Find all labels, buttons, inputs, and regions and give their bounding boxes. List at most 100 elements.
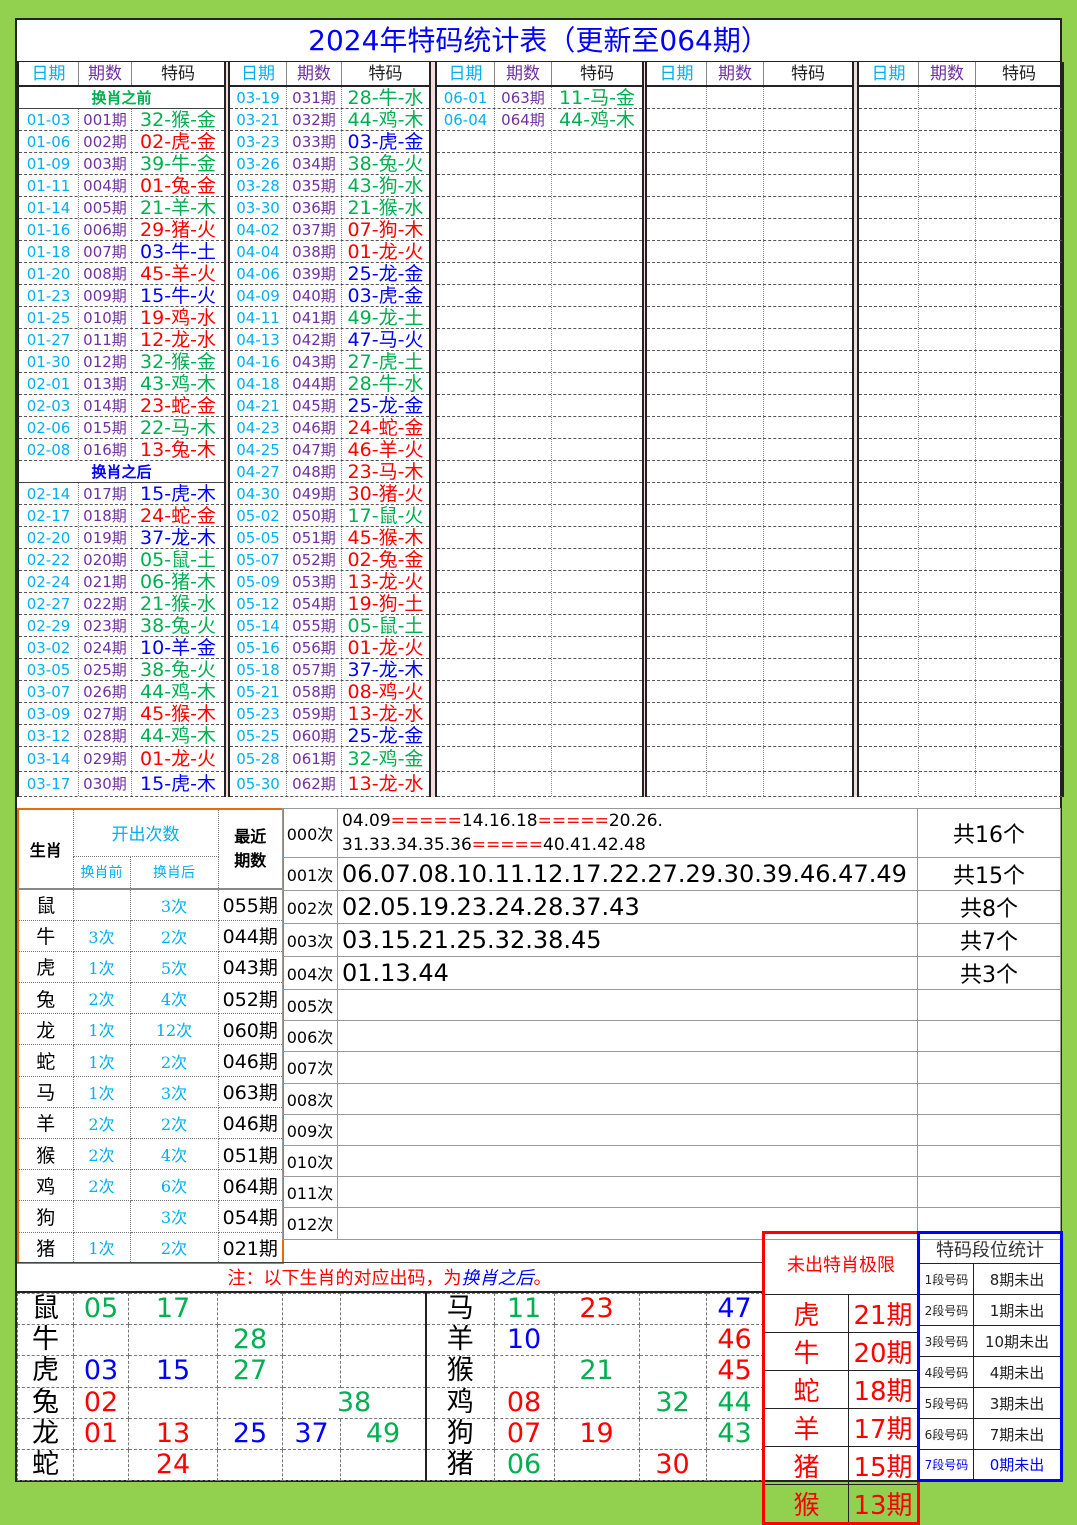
period-cell bbox=[495, 571, 552, 592]
segment-label: 5段号码 bbox=[918, 1387, 974, 1419]
code-cell: 29-猪-火 bbox=[140, 219, 216, 240]
table-row bbox=[437, 131, 642, 153]
period-cell bbox=[707, 131, 764, 152]
zodiac-number-row: 虎 03 15 27 bbox=[17, 1355, 426, 1388]
zodiac-name: 狗 bbox=[425, 1417, 495, 1450]
code-cell bbox=[976, 395, 1062, 416]
table-row bbox=[647, 285, 852, 307]
segment-row: 1段号码 8期未出 bbox=[918, 1263, 1062, 1295]
date-cell bbox=[647, 109, 707, 130]
table-row bbox=[859, 285, 1062, 307]
code-cell bbox=[976, 703, 1062, 724]
number-cell: 43 bbox=[705, 1417, 764, 1450]
code-cell: 11-马-金 bbox=[559, 87, 635, 108]
code-cell bbox=[764, 571, 852, 592]
code-cell bbox=[552, 527, 642, 548]
table-row bbox=[859, 307, 1062, 329]
period-cell bbox=[495, 747, 552, 771]
code-cell: 38-兔-火 bbox=[347, 153, 424, 174]
period-cell bbox=[919, 87, 976, 108]
code-cell bbox=[552, 483, 642, 504]
period-cell bbox=[919, 615, 976, 636]
date-cell bbox=[859, 219, 919, 240]
code-cell bbox=[552, 549, 642, 570]
code-cell bbox=[976, 527, 1062, 548]
code-cell: 19-狗-土 bbox=[347, 593, 424, 614]
code-cell: 19-鸡-水 bbox=[140, 307, 216, 328]
code-cell: 38-兔-火 bbox=[140, 659, 216, 680]
zodiac-name: 鸡 bbox=[425, 1386, 495, 1419]
code-cell bbox=[976, 241, 1062, 262]
number-cell: 47 bbox=[705, 1292, 764, 1326]
code-cell bbox=[976, 483, 1062, 504]
zodiac-stats-table: 生肖 开出次数 最近期数 换肖前 换肖后 鼠 3次 055期牛 3次 2次 044期虎 1次 5次 0… bbox=[17, 808, 284, 1265]
table-row: 03-26 034期 38-兔-火 bbox=[230, 153, 429, 175]
header-date: 日期 bbox=[859, 62, 919, 85]
period-cell bbox=[707, 725, 764, 746]
code-cell bbox=[976, 461, 1062, 482]
code-cell bbox=[552, 395, 642, 416]
number-cell: 27 bbox=[217, 1355, 283, 1388]
date-cell bbox=[647, 175, 707, 196]
number-cell bbox=[340, 1448, 426, 1482]
period-cell bbox=[919, 417, 976, 438]
count-after: 2次 bbox=[129, 1106, 219, 1140]
code-cell: 06-猪-木 bbox=[140, 571, 216, 592]
date-cell bbox=[647, 131, 707, 152]
period-cell: 009期 bbox=[79, 285, 132, 306]
date-cell: 04-09 bbox=[230, 285, 287, 306]
table-row bbox=[437, 263, 642, 285]
table-row bbox=[859, 747, 1062, 772]
date-cell bbox=[437, 637, 495, 658]
period-cell: 056期 bbox=[287, 637, 342, 658]
period-cell: 038期 bbox=[287, 241, 342, 262]
limit-zodiac: 蛇 bbox=[763, 1370, 849, 1409]
table-row: 02-20 019期 37-龙-木 bbox=[19, 527, 224, 549]
frequency-numbers: 04.09=====14.16.18=====20.26. 31.33.34.35… bbox=[337, 808, 918, 858]
data-block-3: 日期 期数 特码 06-01 063期 11-马-金 06-04 064期 44-鸡-木 bbox=[435, 62, 644, 797]
code-cell: 25-龙-金 bbox=[347, 725, 424, 746]
frequency-label: 006次 bbox=[282, 1020, 338, 1053]
table-row: 05-14 055期 05-鼠-土 bbox=[230, 615, 429, 637]
date-cell bbox=[859, 725, 919, 746]
number-cell bbox=[282, 1448, 341, 1482]
table-row bbox=[859, 703, 1062, 725]
period-cell: 039期 bbox=[287, 263, 342, 284]
frequency-numbers: 02.05.19.23.24.28.37.43 bbox=[337, 890, 918, 924]
table-row bbox=[437, 307, 642, 329]
code-cell bbox=[552, 681, 642, 702]
segment-status: 10期未出 bbox=[973, 1325, 1062, 1357]
date-cell bbox=[647, 197, 707, 218]
block-separator bbox=[644, 62, 645, 797]
period-cell bbox=[707, 615, 764, 636]
table-row: 04-16 043期 27-虎-土 bbox=[230, 351, 429, 373]
period-cell bbox=[495, 549, 552, 570]
code-cell bbox=[764, 307, 852, 328]
date-cell bbox=[859, 109, 919, 130]
period-cell bbox=[919, 109, 976, 130]
period-cell bbox=[495, 373, 552, 394]
table-row bbox=[859, 527, 1062, 549]
zodiac-number-row: 猴 21 45 bbox=[425, 1355, 764, 1388]
date-cell: 05-28 bbox=[230, 747, 287, 771]
code-cell: 37-龙-木 bbox=[140, 527, 216, 548]
code-cell: 24-蛇-金 bbox=[347, 417, 424, 438]
code-cell bbox=[764, 197, 852, 218]
header-date: 日期 bbox=[437, 62, 495, 85]
code-cell bbox=[764, 373, 852, 394]
number-cell: 23 bbox=[553, 1292, 640, 1326]
table-row bbox=[647, 659, 852, 681]
number-cell: 02 bbox=[73, 1386, 129, 1419]
zodiac-row: 鸡 2次 6次 064期 bbox=[17, 1169, 284, 1202]
frequency-label: 000次 bbox=[282, 808, 338, 858]
period-cell bbox=[495, 241, 552, 262]
date-cell bbox=[437, 373, 495, 394]
table-row: 05-30 062期 13-龙-水 bbox=[230, 772, 429, 797]
table-row bbox=[437, 593, 642, 615]
code-cell: 15-虎-木 bbox=[140, 483, 216, 504]
table-row bbox=[647, 703, 852, 725]
frequency-label: 012次 bbox=[282, 1207, 338, 1240]
header-code: 特码 bbox=[161, 64, 195, 84]
date-cell bbox=[859, 197, 919, 218]
table-row bbox=[437, 373, 642, 395]
